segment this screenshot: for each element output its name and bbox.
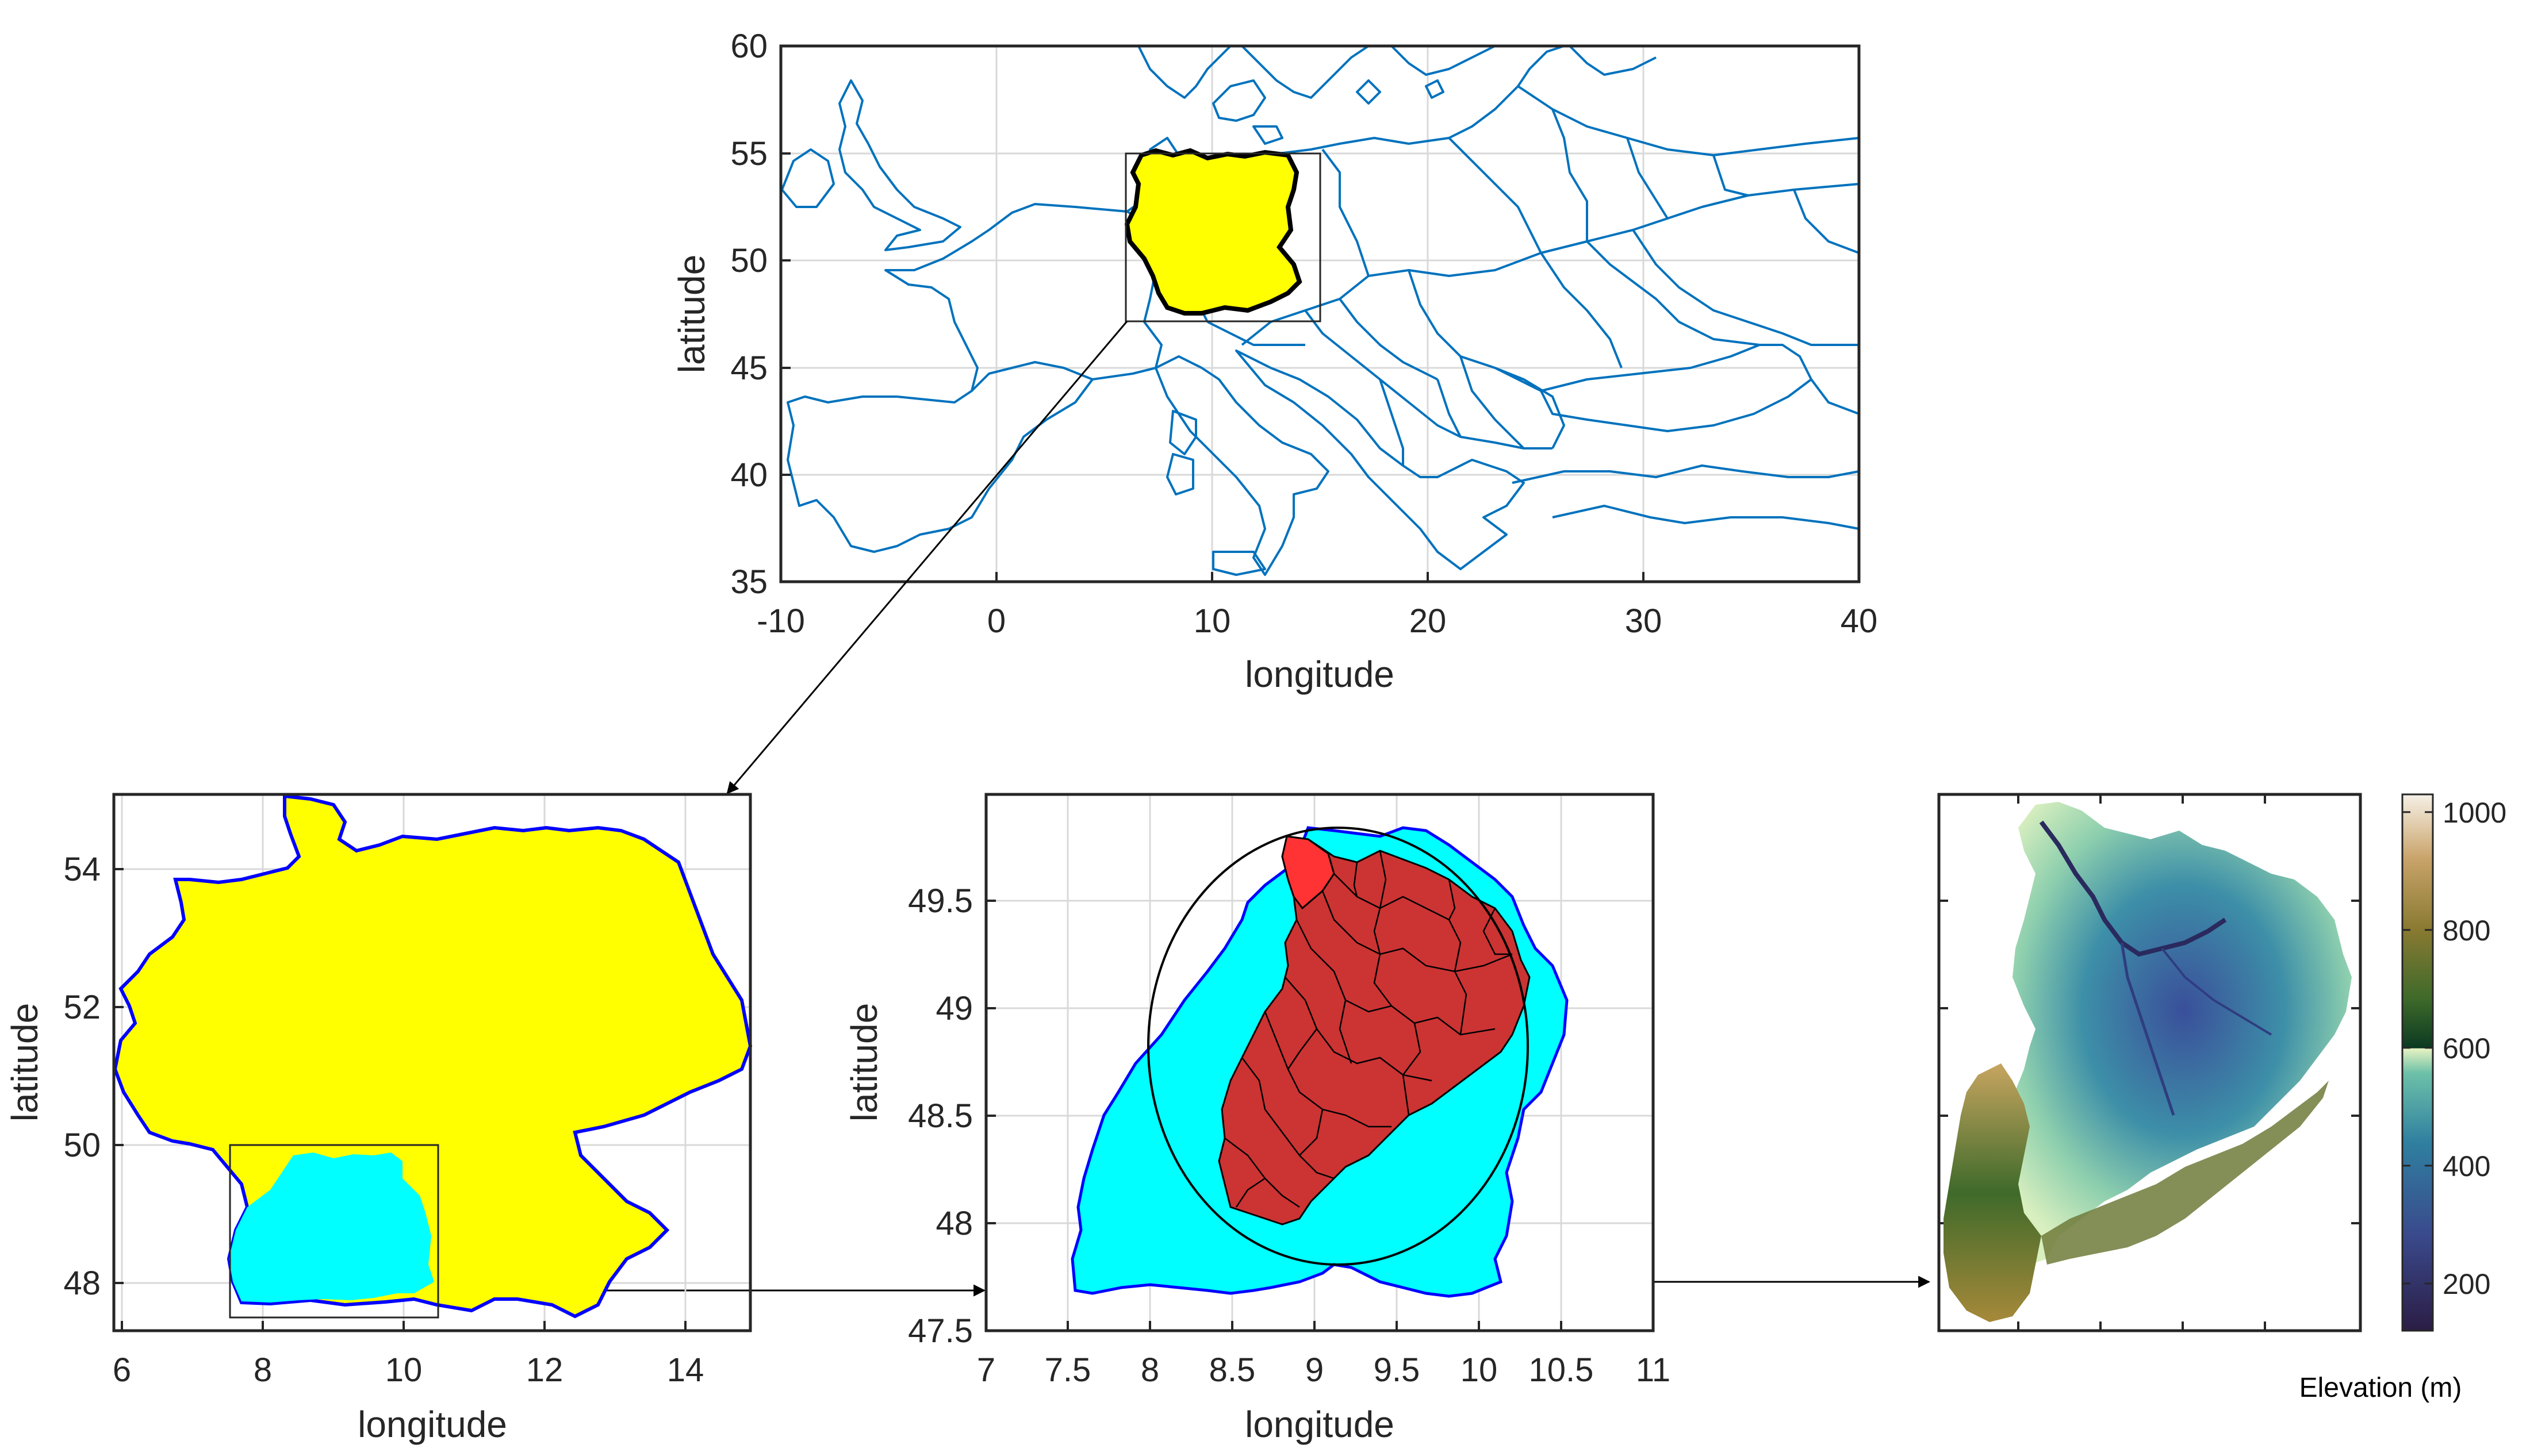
y-tick-label: 49.5 [908, 882, 973, 920]
x-tick-label: 10 [1194, 602, 1231, 640]
x-tick-label: 11 [1636, 1351, 1670, 1389]
x-tick-label: 8 [254, 1351, 272, 1389]
x-tick-label: 10.5 [1529, 1351, 1594, 1389]
europe-tick-marks [780, 152, 1860, 582]
x-tick-label: 6 [113, 1351, 131, 1389]
y-tick-label: 50 [730, 242, 768, 279]
germany-zoom-box [229, 1144, 439, 1319]
bw-axes-frame [984, 793, 1655, 1332]
x-tick-label: 7 [977, 1351, 995, 1389]
x-tick-label: -10 [757, 602, 805, 640]
bw-subcatchment-boundaries [1224, 850, 1513, 1208]
x-tick-label: 20 [1409, 602, 1447, 640]
elevation-axes-frame [1937, 793, 2362, 1332]
y-tick-label: 50 [63, 1127, 101, 1164]
x-tick-label: 8.5 [1209, 1351, 1256, 1389]
y-tick-label: 47.5 [908, 1312, 973, 1350]
y-tick-label: 48 [936, 1205, 973, 1242]
colorbar-label: Elevation (m) [2299, 1373, 2462, 1403]
germany-shape [113, 794, 753, 1319]
bw-study-area-circle [1147, 827, 1529, 1266]
europe-germany-highlight [1124, 148, 1302, 316]
bw-x-tick-labels: 7 7.5 8 8.5 9 9.5 10 10.5 11 [977, 1351, 1670, 1389]
x-tick-label: 7.5 [1045, 1351, 1091, 1389]
y-tick-label: 52 [63, 989, 101, 1026]
bw-x-axis-label: longitude [1245, 1404, 1394, 1445]
elevation-colorbar: 200 400 600 800 1000 Elevation (m) [2299, 793, 2506, 1403]
y-tick-label: 45 [730, 349, 768, 387]
colorbar-tick-label: 800 [2443, 915, 2490, 947]
germany-map-panel: 6 8 10 12 14 48 50 52 54 longitude latit… [4, 793, 753, 1445]
europe-x-axis-label: longitude [1245, 654, 1394, 695]
europe-x-tick-labels: -10 0 10 20 30 40 [757, 602, 1877, 640]
colorbar-tick-label: 400 [2443, 1150, 2490, 1182]
germany-x-tick-labels: 6 8 10 12 14 [113, 1351, 704, 1389]
germany-axes-frame [112, 793, 752, 1332]
y-tick-label: 48.5 [908, 1097, 973, 1135]
elevation-dem-swabian-jura [2041, 1081, 2329, 1265]
europe-axes-frame [779, 44, 1861, 583]
germany-tick-marks [114, 868, 687, 1331]
europe-coastlines [781, 45, 1860, 576]
x-tick-label: 9 [1305, 1351, 1324, 1389]
x-tick-label: 0 [987, 602, 1006, 640]
elevation-tributary [2120, 942, 2175, 1116]
elevation-dem-main [1978, 802, 2352, 1265]
colorbar-tick-label: 200 [2443, 1268, 2490, 1300]
elevation-tributary [2161, 947, 2272, 1036]
y-tick-label: 49 [936, 990, 973, 1027]
elevation-map-panel [1937, 793, 2362, 1332]
germany-y-axis-label: latitude [4, 1003, 45, 1121]
europe-map-panel: -10 0 10 20 30 40 35 40 45 50 55 60 long… [671, 28, 1877, 695]
x-tick-label: 40 [1841, 602, 1878, 640]
bw-tick-marks [985, 900, 1654, 1332]
y-tick-label: 54 [63, 851, 101, 888]
bw-map-panel: 7 7.5 8 8.5 9 9.5 10 10.5 11 47.5 48 48.… [844, 793, 1670, 1445]
x-tick-label: 30 [1625, 602, 1662, 640]
colorbar-tick-labels: 200 400 600 800 1000 [2443, 797, 2506, 1300]
colorbar-tick-label: 1000 [2443, 797, 2506, 829]
bw-catchment-region [1218, 835, 1531, 1226]
bw-y-tick-labels: 47.5 48 48.5 49 49.5 [908, 882, 973, 1350]
x-tick-label: 14 [667, 1351, 704, 1389]
bw-catchment-highlight [1281, 835, 1335, 910]
y-tick-label: 35 [730, 563, 768, 601]
europe-zoom-box [1125, 152, 1321, 322]
europe-y-tick-labels: 35 40 45 50 55 60 [730, 28, 768, 601]
x-tick-label: 10 [385, 1351, 423, 1389]
colorbar-tick-label: 600 [2443, 1032, 2490, 1065]
x-tick-label: 8 [1141, 1351, 1159, 1389]
connector-arrow-europe-to-germany [726, 321, 1128, 794]
germany-bw-region [229, 1152, 434, 1303]
germany-x-axis-label: longitude [358, 1404, 507, 1445]
y-tick-label: 40 [730, 456, 768, 494]
bw-y-axis-label: latitude [844, 1003, 885, 1121]
elevation-frame-ticks [1939, 794, 2360, 1331]
y-tick-label: 55 [730, 135, 768, 172]
germany-y-tick-labels: 48 50 52 54 [63, 851, 101, 1302]
elevation-dem-black-forest [1943, 1063, 2041, 1322]
x-tick-label: 10 [1460, 1351, 1498, 1389]
colorbar-tick-marks [2402, 811, 2433, 1285]
y-tick-label: 60 [730, 28, 768, 65]
y-tick-label: 48 [63, 1265, 101, 1302]
colorbar-gradient [2401, 793, 2434, 1332]
x-tick-label: 12 [526, 1351, 564, 1389]
europe-y-axis-label: latitude [671, 255, 712, 373]
x-tick-label: 9.5 [1374, 1351, 1420, 1389]
